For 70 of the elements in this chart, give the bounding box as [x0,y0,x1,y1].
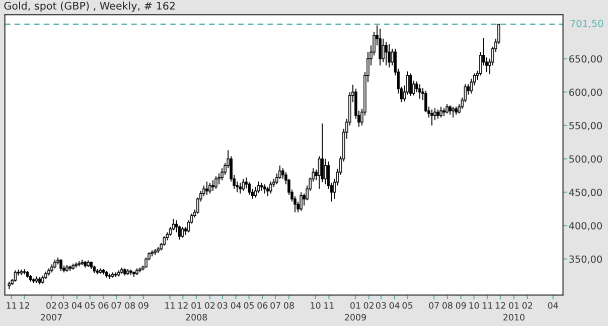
x-tick-label: 03 [58,302,68,309]
x-tick-label: 04 [389,302,400,309]
candlestick [384,42,388,66]
candlestick [418,84,422,100]
y-tick-label: 400,00 [569,222,602,230]
x-tick-label: 11 [482,302,492,309]
candlestick [378,28,382,66]
candlestick [430,108,434,126]
x-tick-label: 07 [270,302,280,309]
x-tick-label: 12 [496,302,506,309]
x-tick-label: 07 [429,302,439,309]
x-tick-label: 05 [244,302,254,309]
y-tick-label: 350,00 [569,255,602,264]
candlestick [263,184,266,194]
x-tick-label: 12 [20,302,30,309]
y-tick-label: 450,00 [569,188,602,198]
candlestick [214,176,218,190]
candlestick [436,108,440,120]
y-tick-label: 650,00 [569,55,602,64]
candlestick [452,106,455,118]
candlestick [448,104,452,116]
x-tick-label: 08 [124,302,135,309]
candlestick [205,181,208,196]
x-tick-label: 04 [230,302,242,309]
y-tick-label: 600,00 [569,88,602,97]
x-tick-label: 04 [72,302,82,309]
x-tick-label: 02 [522,302,532,309]
candlestick [318,156,321,190]
ref-line-label: 701,50 [570,20,604,28]
candlestick [257,181,260,194]
x-tick-label: 11 [165,302,175,309]
candlestick [208,182,212,194]
candlestick [162,236,166,246]
candlestick [269,181,272,194]
candlestick [59,258,62,272]
candlestick [238,182,242,194]
x-tick-label: 10 [310,302,320,309]
x-tick-label: 07 [112,302,122,309]
candlestick [440,106,442,118]
y-tick-label: 550,00 [569,122,602,130]
x-tick-label: 05 [85,302,95,309]
candlestick [248,182,251,196]
candlestick [324,158,327,185]
x-tick-label: 06 [257,302,268,309]
x-tick-label: 06 [98,302,108,309]
x-tick-label: 09 [138,302,148,309]
candlestick [181,226,184,238]
candlestick [388,44,391,68]
x-tick-label: 02 [204,302,215,309]
x-tick-label: 11 [6,302,16,309]
candlestick [14,270,17,282]
candlestick [242,178,245,192]
x-tick-label: 02 [364,302,374,309]
x-tick-label: 10 [469,302,479,309]
candlestick [409,72,412,97]
candlestick [300,192,303,212]
x-tick-label: 05 [402,302,412,309]
x-tick-label: 08 [284,302,294,309]
x-tick-label: 03 [376,302,386,309]
x-tick-label: 08 [442,302,452,309]
x-tick-label: 04 [548,302,558,309]
candlestick [266,186,270,197]
candlestick [212,180,214,192]
candlestick [446,104,448,114]
x-tick-label: 03 [217,302,228,309]
x-tick-label: 12 [178,302,188,309]
y-tick-label: 500,00 [569,155,602,164]
x-tick-label: 11 [324,302,334,309]
x-tick-label: 09 [456,302,466,309]
chart-title: Gold, spot (GBP) , Weekly, # 162 [4,2,175,12]
